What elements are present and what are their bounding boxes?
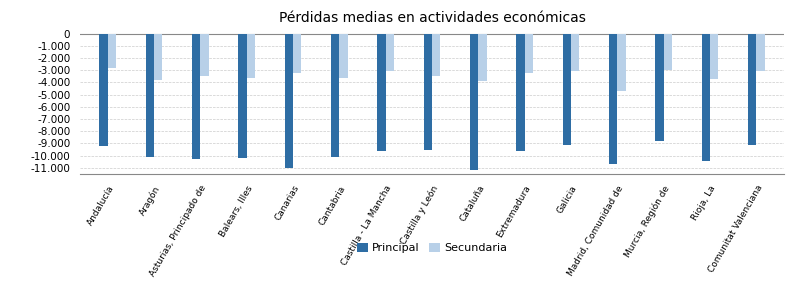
Bar xyxy=(432,34,440,76)
Bar xyxy=(201,34,209,76)
Bar xyxy=(246,34,255,78)
Bar xyxy=(339,34,348,78)
Bar xyxy=(618,34,626,91)
Bar xyxy=(108,34,116,68)
Bar xyxy=(238,34,246,158)
Bar xyxy=(470,34,478,170)
Bar xyxy=(702,34,710,160)
Bar xyxy=(516,34,525,151)
Bar xyxy=(571,34,579,71)
Bar xyxy=(609,34,618,164)
Bar xyxy=(663,34,672,70)
Bar xyxy=(386,34,394,71)
Legend: Principal, Secundaria: Principal, Secundaria xyxy=(352,239,512,258)
Bar xyxy=(478,34,486,81)
Bar xyxy=(748,34,756,145)
Bar xyxy=(378,34,386,151)
Bar xyxy=(424,34,432,150)
Bar xyxy=(331,34,339,157)
Bar xyxy=(562,34,571,145)
Bar xyxy=(192,34,201,159)
Bar xyxy=(655,34,663,141)
Bar xyxy=(756,34,765,71)
Title: Pérdidas medias en actividades económicas: Pérdidas medias en actividades económica… xyxy=(278,11,586,25)
Bar xyxy=(99,34,108,146)
Bar xyxy=(154,34,162,80)
Bar xyxy=(146,34,154,157)
Bar xyxy=(285,34,293,168)
Bar xyxy=(293,34,302,73)
Bar xyxy=(525,34,533,73)
Bar xyxy=(710,34,718,79)
